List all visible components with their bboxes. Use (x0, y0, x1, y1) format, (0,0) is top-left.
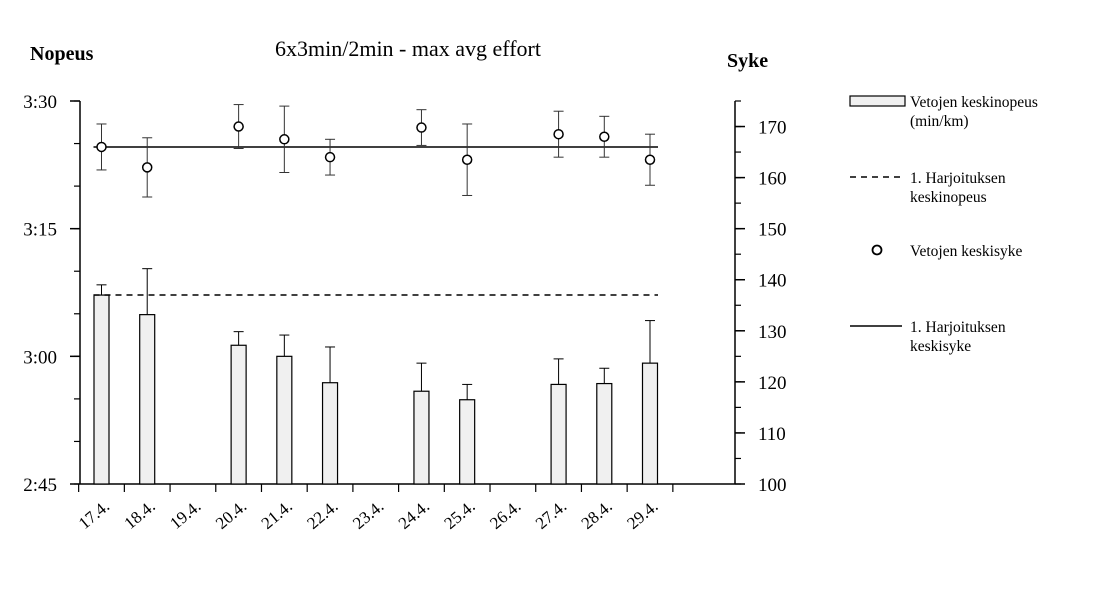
heart-rate-point (96, 141, 107, 153)
x-tick-label: 28.4. (578, 497, 616, 533)
x-tick-label: 21.4. (258, 497, 296, 533)
x-tick-label: 26.4. (486, 497, 524, 533)
legend-label: 1. Harjoituksen (910, 170, 1006, 187)
x-tick-label: 29.4. (623, 497, 661, 533)
legend-marker-swatch (871, 244, 883, 256)
right-axis-label: Syke (727, 50, 768, 72)
heart-rate-point (416, 122, 427, 133)
right-tick-label: 130 (758, 322, 787, 343)
legend-bar-swatch (849, 95, 906, 107)
reference-lines-group (93, 146, 658, 296)
right-tick-label: 150 (758, 220, 787, 241)
speed-bar (276, 355, 293, 485)
right-tick-label: 120 (758, 373, 787, 394)
speed-bar (139, 314, 156, 485)
speed-bar (459, 399, 476, 485)
heart-rate-point (553, 128, 564, 140)
left-tick-label: 3:15 (23, 220, 57, 241)
x-tick-label: 27.4. (532, 497, 570, 533)
left-tick-label: 3:00 (23, 347, 57, 368)
legend-label: Vetojen keskisyke (910, 243, 1022, 260)
right-tick-label: 170 (758, 118, 787, 139)
heart-rate-point (599, 131, 610, 142)
speed-bar (230, 344, 247, 485)
x-tick-label: 24.4. (395, 497, 433, 533)
speed-bar (321, 382, 339, 485)
right-tick-label: 140 (758, 271, 787, 292)
x-tick-label: 20.4. (212, 497, 250, 533)
chart-title: 6x3min/2min - max avg effort (275, 36, 541, 61)
speed-bar (596, 382, 613, 485)
speed-bar (413, 390, 430, 485)
heart-rate-point (233, 121, 244, 132)
legend-label: 1. Harjoituksen (910, 319, 1006, 336)
right-tick-label: 100 (758, 475, 787, 496)
legend: Vetojen keskinopeus (min/km) 1. Harjoituks… (849, 94, 1038, 355)
left-axis-label: Nopeus (30, 43, 94, 65)
x-tick-label: 22.4. (303, 497, 341, 533)
bars-group (93, 268, 659, 485)
left-tick-label: 2:45 (23, 475, 57, 496)
legend-label: keskisyke (910, 338, 971, 355)
heart-rate-points-group (96, 104, 656, 198)
speed-bar (641, 362, 659, 485)
heart-rate-point (644, 154, 656, 165)
heart-rate-point (279, 134, 290, 145)
x-tick-label: 25.4. (440, 497, 478, 533)
right-tick-label: 160 (758, 169, 787, 190)
legend-label: keskinopeus (910, 189, 987, 206)
x-tick-label: 23.4. (349, 497, 387, 533)
speed-bar (550, 383, 567, 485)
heart-rate-point (324, 151, 336, 163)
speed-bar (93, 294, 110, 485)
heart-rate-point (461, 154, 473, 165)
x-tick-label: 17.4. (75, 497, 113, 533)
heart-rate-point (141, 162, 153, 173)
axes-group: 2:45 3:00 3:15 3:30 100 110 120 130 140 150 160 170… (23, 92, 786, 533)
legend-label: (min/km) (910, 113, 969, 130)
x-tick-label: 19.4. (166, 497, 204, 533)
x-tick-label: 18.4. (121, 497, 159, 533)
legend-label: Vetojen keskinopeus (910, 94, 1038, 111)
right-tick-label: 110 (758, 424, 786, 445)
left-tick-label: 3:30 (23, 92, 57, 113)
